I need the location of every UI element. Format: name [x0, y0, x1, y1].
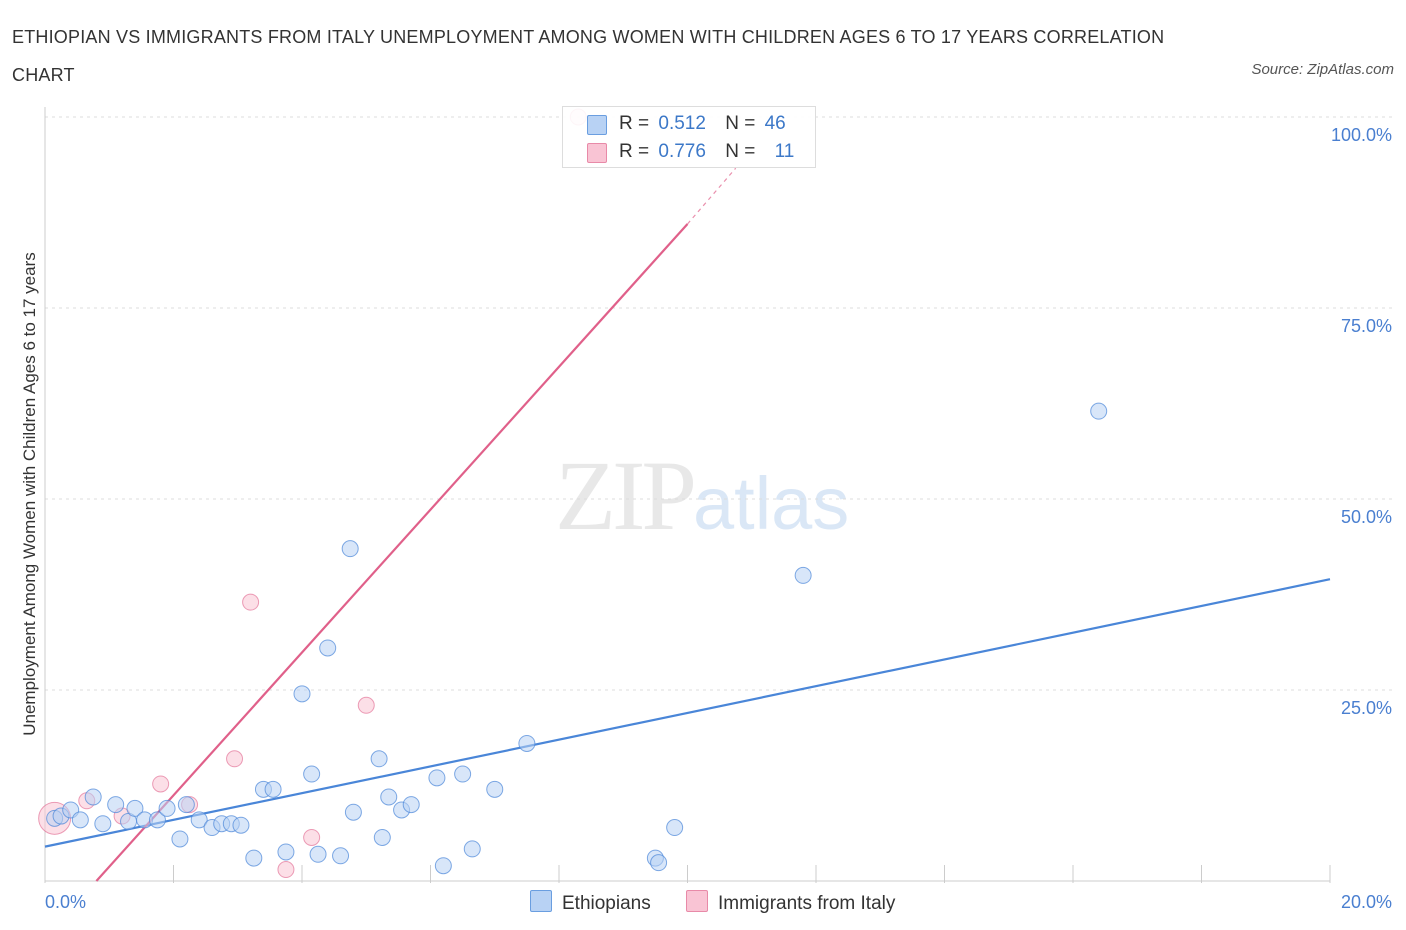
data-point-italy — [152, 775, 170, 793]
data-point-ethiopians — [650, 854, 668, 872]
data-point-ethiopians — [463, 840, 481, 858]
data-point-ethiopians — [332, 847, 350, 865]
y-tick-label: 75.0% — [1341, 316, 1392, 336]
data-point-ethiopians — [309, 845, 327, 863]
data-point-ethiopians — [158, 799, 176, 817]
data-point-ethiopians — [666, 819, 684, 837]
legend-swatch-ethiopians — [530, 890, 552, 912]
correlation-legend: R = 0.512 N = 46 R = 0.776 N = 11 — [562, 106, 816, 168]
legend-label-italy: Immigrants from Italy — [718, 893, 896, 914]
data-point-ethiopians — [319, 639, 337, 657]
legend-item-ethiopians: Ethiopians — [530, 890, 651, 915]
x-tick-label: 20.0% — [1341, 892, 1392, 912]
data-point-ethiopians — [190, 811, 208, 829]
data-point-ethiopians — [71, 811, 89, 829]
data-point-italy — [303, 828, 321, 846]
data-point-ethiopians — [171, 830, 189, 848]
data-point-ethiopians — [84, 788, 102, 806]
n-label: N = — [725, 141, 756, 162]
data-point-italy — [277, 861, 295, 879]
source-credit: Source: ZipAtlas.com — [1251, 61, 1394, 78]
r-value: 0.776 — [658, 141, 706, 162]
data-point-ethiopians — [454, 765, 472, 783]
y-tick-label: 25.0% — [1341, 698, 1392, 718]
x-tick-label: 0.0% — [45, 892, 86, 912]
data-point-ethiopians — [107, 796, 125, 814]
data-point-ethiopians — [341, 540, 359, 558]
watermark-atlas: atlas — [693, 462, 850, 545]
data-point-ethiopians — [428, 769, 446, 787]
legend-item-italy: Immigrants from Italy — [686, 890, 895, 915]
watermark: ZIPatlas — [555, 438, 849, 553]
data-point-ethiopians — [148, 811, 166, 829]
data-point-ethiopians — [303, 765, 321, 783]
data-point-ethiopians — [794, 566, 812, 584]
legend-swatch-ethiopians — [587, 115, 607, 135]
y-tick-label: 100.0% — [1331, 125, 1392, 145]
data-point-ethiopians — [486, 780, 504, 798]
y-tick-label: 50.0% — [1341, 507, 1392, 527]
data-point-ethiopians — [126, 799, 144, 817]
data-point-ethiopians — [518, 734, 536, 752]
data-point-ethiopians — [277, 843, 295, 861]
data-point-italy — [357, 696, 375, 714]
legend-label-ethiopians: Ethiopians — [562, 893, 651, 914]
r-label: R = — [619, 113, 650, 134]
data-point-ethiopians — [232, 816, 250, 834]
trend-line-italy — [95, 223, 689, 882]
chart-title: ETHIOPIAN VS IMMIGRANTS FROM ITALY UNEMP… — [12, 27, 1165, 85]
data-point-ethiopians — [370, 750, 388, 768]
n-value: 46 — [764, 113, 786, 134]
data-point-ethiopians — [373, 828, 391, 846]
data-point-ethiopians — [434, 857, 452, 875]
trend-line-ethiopians — [44, 578, 1331, 848]
legend-swatch-italy — [587, 143, 607, 163]
trend-line-italy-extension — [687, 167, 737, 225]
data-point-ethiopians — [293, 685, 311, 703]
data-point-italy — [226, 750, 244, 768]
data-point-ethiopians — [94, 815, 112, 833]
data-point-ethiopians — [344, 803, 362, 821]
data-point-ethiopians — [264, 780, 282, 798]
data-point-ethiopians — [245, 849, 263, 867]
r-value: 0.512 — [658, 113, 706, 134]
legend-swatch-italy — [686, 890, 708, 912]
data-point-ethiopians — [1090, 402, 1108, 420]
n-label: N = — [725, 113, 756, 134]
data-point-ethiopians — [402, 796, 420, 814]
watermark-zip: ZIP — [555, 440, 697, 551]
data-point-italy — [242, 593, 260, 611]
r-label: R = — [619, 141, 650, 162]
data-point-ethiopians — [177, 796, 195, 814]
n-value: 11 — [774, 141, 795, 162]
data-point-ethiopians — [380, 788, 398, 806]
